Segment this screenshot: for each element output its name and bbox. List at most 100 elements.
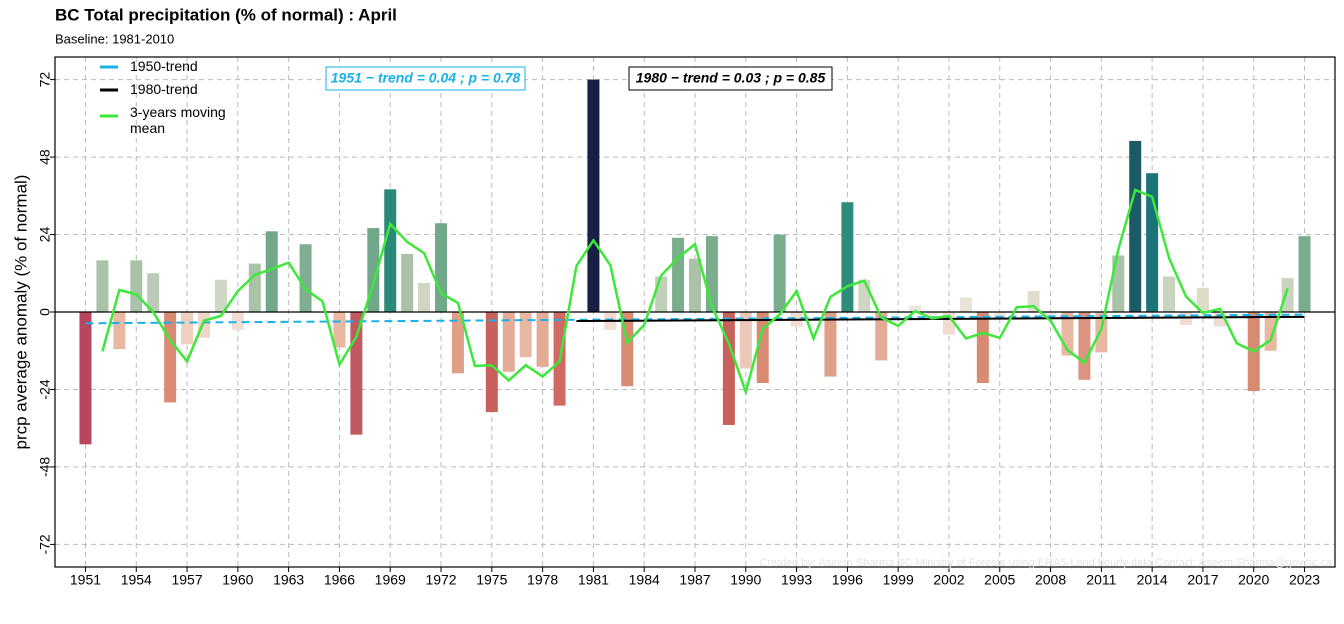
x-tick-label: 2011	[1086, 572, 1116, 588]
legend-item: 1950-trend	[130, 58, 198, 74]
bar	[655, 276, 668, 312]
chart-subtitle: Baseline: 1981-2010	[55, 31, 174, 46]
bar	[773, 234, 786, 312]
x-tick-label: 1963	[273, 572, 304, 588]
bar	[214, 279, 227, 312]
x-tick-label: 1999	[883, 572, 914, 588]
bar	[350, 312, 363, 435]
annotation-box	[325, 66, 526, 91]
bar	[722, 312, 735, 425]
x-tick-label: 1981	[578, 572, 609, 588]
bar	[1196, 287, 1209, 312]
bar	[841, 202, 854, 312]
legend-label: 3-years moving mean	[130, 104, 226, 136]
bar	[164, 312, 177, 403]
bar	[1281, 278, 1294, 312]
bar	[147, 273, 160, 312]
bar	[993, 312, 1006, 319]
bar	[113, 312, 126, 350]
bar	[756, 312, 769, 384]
bar	[79, 312, 92, 445]
plot-frame	[54, 56, 1336, 568]
x-tick-label: 1960	[222, 572, 253, 588]
x-tick-label: 2008	[1035, 572, 1066, 588]
annotation: 1980 − trend = 0.03 ; p = 0.85	[636, 70, 826, 86]
bar	[485, 312, 498, 413]
legend-item: 3-years moving mean	[130, 104, 226, 136]
bar	[1298, 236, 1311, 312]
bar	[1163, 276, 1176, 312]
bar	[926, 312, 939, 316]
x-tick-label: 1975	[476, 572, 507, 588]
bar	[976, 312, 989, 384]
x-tick-label: 1951	[70, 572, 101, 588]
bar	[536, 312, 549, 367]
y-tick-label: 0	[37, 308, 53, 316]
bar	[181, 312, 194, 345]
x-tick-label: 1969	[375, 572, 406, 588]
bar	[197, 312, 210, 338]
line-series	[576, 315, 1305, 323]
credit: Created by: Aseem Sharma BC Ministry of …	[759, 557, 1333, 569]
bar	[248, 263, 261, 312]
bar	[130, 260, 143, 312]
bar	[959, 297, 972, 312]
bar	[587, 79, 600, 312]
bar	[96, 260, 109, 312]
bar	[384, 189, 397, 312]
annotation-box	[628, 66, 833, 91]
x-tick-label: 2017	[1187, 572, 1218, 588]
bar	[858, 279, 871, 312]
x-tick-label: 2020	[1238, 572, 1269, 588]
bar	[1044, 312, 1057, 316]
y-axis-label: prcp average anomaly (% of normal)	[11, 175, 30, 450]
bar	[1095, 312, 1108, 353]
annotation: 1951 − trend = 0.04 ; p = 0.78	[331, 70, 521, 86]
bar	[333, 312, 346, 348]
bar	[519, 312, 532, 358]
x-tick-label: 1954	[121, 572, 152, 588]
legend-item: 1980-trend	[130, 81, 198, 97]
x-tick-label: 1990	[730, 572, 761, 588]
bar	[265, 231, 278, 312]
bar	[401, 253, 414, 312]
legend-label: 1980-trend	[130, 81, 198, 97]
bar	[231, 312, 244, 330]
line-series	[85, 313, 1305, 325]
y-tick-label: -72	[37, 534, 53, 554]
bar	[418, 282, 431, 312]
bar	[1129, 140, 1142, 312]
x-tick-label: 1957	[171, 572, 202, 588]
bar	[909, 305, 922, 312]
y-tick-label: 48	[37, 149, 53, 165]
y-tick-label: 72	[37, 72, 53, 88]
line-series	[101, 188, 1289, 397]
x-tick-label: 2023	[1289, 572, 1320, 588]
bar	[451, 312, 464, 374]
x-tick-label: 1978	[527, 572, 558, 588]
bar	[824, 312, 837, 377]
x-tick-label: 2002	[933, 572, 964, 588]
x-tick-label: 1972	[425, 572, 456, 588]
x-tick-label: 1966	[324, 572, 355, 588]
legend-label: 1950-trend	[130, 58, 198, 74]
x-tick-label: 1993	[781, 572, 812, 588]
bar	[739, 312, 752, 369]
y-tick-label: 24	[37, 227, 53, 243]
chart-title: BC Total precipitation (% of normal) : A…	[55, 5, 397, 24]
bar	[435, 223, 448, 312]
bar	[502, 312, 515, 372]
x-tick-label: 1987	[679, 572, 710, 588]
x-tick-label: 2014	[1137, 572, 1168, 588]
y-tick-label: -48	[37, 457, 53, 477]
bar	[705, 236, 718, 312]
bar	[1078, 312, 1091, 380]
bar	[672, 237, 685, 312]
bar	[689, 258, 701, 312]
x-tick-label: 2005	[984, 572, 1015, 588]
bar	[875, 312, 888, 361]
x-tick-label: 1996	[832, 572, 863, 588]
x-tick-label: 1984	[629, 572, 660, 588]
